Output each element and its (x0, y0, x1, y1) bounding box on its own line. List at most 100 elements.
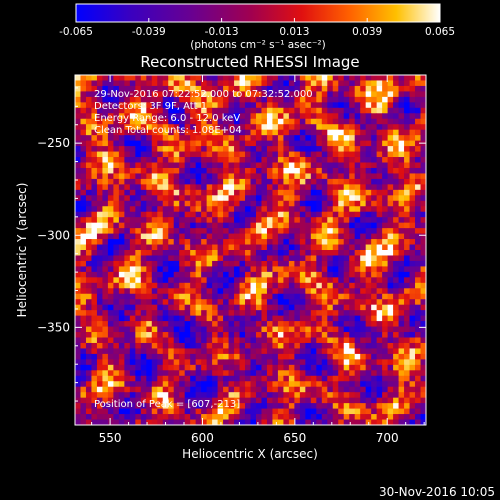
heatmap-cell (168, 397, 175, 404)
heatmap-cell (135, 337, 142, 344)
heatmap-cell (398, 408, 405, 415)
heatmap-cell (332, 200, 339, 207)
heatmap-cell (217, 397, 224, 404)
heatmap-cell (201, 337, 208, 344)
heatmap-cell (310, 85, 317, 92)
heatmap-cell (179, 288, 186, 295)
heatmap-cell (393, 342, 399, 349)
heatmap-cell (327, 353, 334, 360)
heatmap-cell (118, 178, 125, 185)
heatmap-cell (294, 244, 301, 251)
heatmap-cell (124, 239, 131, 245)
heatmap-cell (409, 222, 416, 229)
heatmap-cell (75, 228, 81, 234)
heatmap-cell (294, 189, 301, 196)
heatmap-cell (277, 96, 284, 103)
heatmap-cell (404, 228, 410, 234)
heatmap-cell (129, 157, 136, 163)
heatmap-cell (140, 260, 147, 267)
heatmap-cell (354, 375, 361, 382)
heatmap-cell (173, 315, 180, 322)
heatmap-cell (195, 364, 202, 371)
heatmap-cell (201, 85, 208, 92)
heatmap-cell (107, 162, 114, 169)
heatmap-cell (151, 332, 158, 338)
heatmap-cell (228, 162, 235, 169)
heatmap-cell (409, 359, 416, 366)
heatmap-cell (206, 282, 213, 289)
heatmap-cell (135, 146, 142, 152)
heatmap-cell (157, 173, 164, 180)
heatmap-cell (195, 337, 202, 344)
heatmap-cell (277, 239, 284, 245)
heatmap-cell (398, 184, 405, 191)
heatmap-cell (404, 167, 410, 174)
heatmap-cell (190, 113, 197, 120)
heatmap-cell (393, 200, 399, 207)
heatmap-cell (272, 189, 279, 196)
heatmap-cell (195, 414, 202, 420)
heatmap-cell (349, 233, 356, 240)
heatmap-cell (332, 381, 339, 388)
heatmap-cell (113, 282, 120, 289)
heatmap-cell (343, 75, 350, 81)
heatmap-cell (277, 80, 284, 87)
heatmap-cell (179, 299, 186, 306)
heatmap-cell (316, 113, 323, 120)
heatmap-cell (277, 228, 284, 234)
heatmap-cell (157, 403, 164, 409)
heatmap-cell (387, 364, 394, 371)
heatmap-cell (184, 118, 191, 125)
heatmap-cell (404, 271, 410, 278)
heatmap-cell (151, 184, 158, 191)
heatmap-cell (255, 255, 262, 262)
heatmap-cell (75, 315, 81, 322)
heatmap-cell (168, 414, 175, 420)
heatmap-cell (85, 260, 92, 267)
heatmap-cell (404, 195, 410, 202)
heatmap-cell (195, 403, 202, 409)
heatmap-cell (288, 260, 295, 267)
heatmap-cell (398, 364, 405, 371)
heatmap-cell (195, 392, 202, 399)
heatmap-cell (190, 222, 197, 229)
heatmap-cell (91, 206, 98, 213)
heatmap-cell (365, 326, 372, 333)
heatmap-cell (195, 75, 202, 81)
heatmap-cell (266, 370, 273, 377)
heatmap-cell (288, 178, 295, 185)
heatmap-cell (272, 315, 279, 322)
heatmap-cell (146, 310, 153, 317)
heatmap-cell (349, 91, 356, 98)
heatmap-cell (272, 195, 279, 202)
heatmap-cell (299, 135, 306, 142)
heatmap-cell (409, 118, 416, 125)
heatmap-cell (250, 397, 257, 404)
heatmap-cell (135, 162, 142, 169)
heatmap-cell (96, 397, 103, 404)
heatmap-cell (85, 217, 92, 224)
heatmap-cell (140, 277, 147, 284)
heatmap-cell (140, 200, 147, 207)
heatmap-cell (96, 386, 103, 393)
heatmap-cell (124, 189, 131, 196)
heatmap-cell (201, 310, 208, 317)
heatmap-cell (371, 118, 378, 125)
heatmap-cell (234, 332, 240, 338)
heatmap-cell (365, 151, 372, 158)
heatmap-cell (234, 96, 240, 103)
heatmap-cell (321, 211, 328, 218)
heatmap-cell (228, 211, 235, 218)
heatmap-cell (371, 75, 378, 81)
heatmap-cell (234, 321, 240, 327)
heatmap-cell (398, 96, 405, 103)
heatmap-cell (365, 228, 372, 234)
heatmap-cell (206, 200, 213, 207)
heatmap-cell (332, 113, 339, 120)
heatmap-cell (382, 184, 389, 191)
heatmap-cell (327, 337, 334, 344)
heatmap-cell (349, 80, 356, 87)
heatmap-cell (201, 135, 208, 142)
heatmap-cell (343, 310, 350, 317)
heatmap-cell (239, 266, 246, 273)
